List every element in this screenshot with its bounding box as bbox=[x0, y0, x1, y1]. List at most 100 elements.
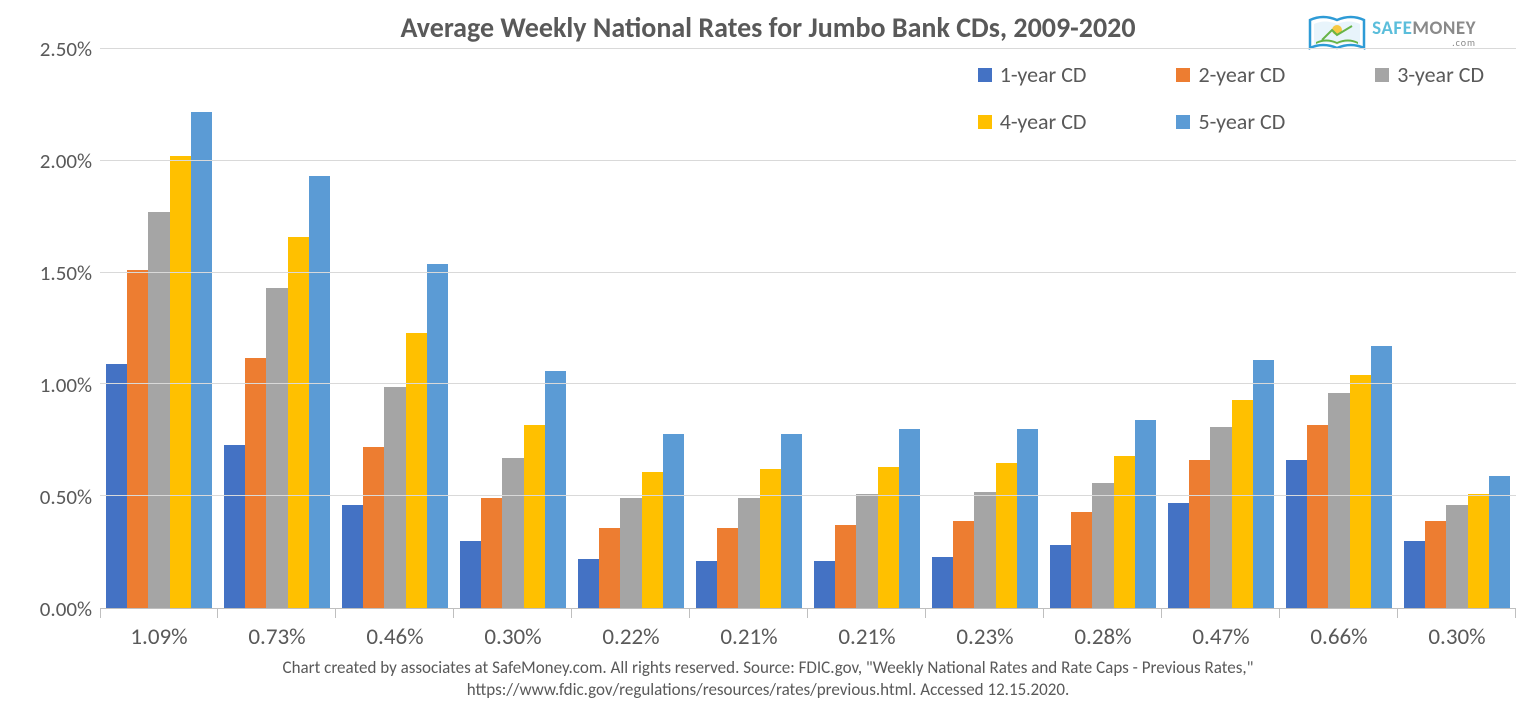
bar bbox=[1092, 483, 1113, 608]
legend-item: 4-year CD bbox=[978, 108, 1087, 135]
tick-mark bbox=[925, 608, 926, 618]
bar bbox=[1189, 460, 1210, 608]
tick-mark bbox=[571, 608, 572, 618]
legend-label: 3-year CD bbox=[1397, 61, 1484, 88]
tick-mark bbox=[1515, 608, 1516, 618]
x-tick-label: 0.30% bbox=[454, 623, 572, 651]
bar bbox=[524, 425, 545, 608]
bar bbox=[717, 528, 738, 608]
bar bbox=[1404, 541, 1425, 608]
bar bbox=[1446, 505, 1467, 608]
bar bbox=[1286, 460, 1307, 608]
bar bbox=[1371, 346, 1392, 608]
legend-swatch bbox=[1176, 68, 1190, 82]
footer-line-2: https://www.fdic.gov/regulations/resourc… bbox=[60, 679, 1476, 701]
bar bbox=[1168, 503, 1189, 608]
x-tick-label: 0.23% bbox=[926, 623, 1044, 651]
legend-label: 2-year CD bbox=[1198, 61, 1285, 88]
bar bbox=[1468, 494, 1489, 608]
bar bbox=[760, 469, 781, 608]
bar-group bbox=[218, 49, 336, 608]
bar bbox=[191, 112, 212, 608]
legend-label: 4-year CD bbox=[1000, 108, 1087, 135]
bar bbox=[309, 176, 330, 608]
bar bbox=[406, 333, 427, 608]
bar bbox=[1135, 420, 1156, 608]
bar bbox=[1210, 427, 1231, 608]
gridline bbox=[100, 48, 1516, 49]
y-tick-label: 0.00% bbox=[40, 596, 92, 622]
plot: 1-year CD 2-year CD 3-year CD 4-year CD 5-ye… bbox=[100, 49, 1516, 609]
bar bbox=[127, 270, 148, 608]
legend-label: 1-year CD bbox=[1000, 61, 1087, 88]
bar bbox=[578, 559, 599, 608]
tick-mark bbox=[1279, 608, 1280, 618]
bar bbox=[481, 498, 502, 608]
legend: 1-year CD 2-year CD 3-year CD 4-year CD 5-ye… bbox=[970, 57, 1492, 139]
tick-mark bbox=[100, 608, 101, 618]
bar bbox=[502, 458, 523, 608]
bar bbox=[1071, 512, 1092, 608]
bar bbox=[781, 434, 802, 608]
legend-label: 5-year CD bbox=[1198, 108, 1285, 135]
legend-item: 1-year CD bbox=[978, 61, 1087, 88]
logo-safe: SAFE bbox=[1372, 17, 1412, 40]
y-tick-label: 2.50% bbox=[40, 36, 92, 62]
chart-container: Average Weekly National Rates for Jumbo … bbox=[0, 0, 1536, 716]
bar-group bbox=[454, 49, 572, 608]
chart-footer: Chart created by associates at SafeMoney… bbox=[20, 657, 1516, 701]
x-tick-label: 0.21% bbox=[690, 623, 808, 651]
bar bbox=[288, 237, 309, 608]
bar bbox=[856, 494, 877, 608]
bar bbox=[1232, 400, 1253, 608]
bar bbox=[1050, 545, 1071, 608]
x-tick-label: 0.46% bbox=[336, 623, 454, 651]
tick-mark bbox=[217, 608, 218, 618]
y-axis: 0.00%0.50%1.00%1.50%2.00%2.50% bbox=[20, 49, 100, 609]
y-tick-label: 0.50% bbox=[40, 484, 92, 510]
bar-group bbox=[336, 49, 454, 608]
legend-swatch bbox=[978, 68, 992, 82]
legend-swatch bbox=[1375, 68, 1389, 82]
bar bbox=[620, 498, 641, 608]
bar bbox=[996, 463, 1017, 608]
plot-area: 0.00%0.50%1.00%1.50%2.00%2.50% 1-year CD… bbox=[20, 49, 1516, 609]
legend-item: 3-year CD bbox=[1375, 61, 1484, 88]
bar bbox=[460, 541, 481, 608]
bar bbox=[696, 561, 717, 608]
bar bbox=[224, 445, 245, 608]
x-tick-label: 1.09% bbox=[100, 623, 218, 651]
legend-swatch bbox=[1176, 115, 1190, 129]
gridline bbox=[100, 160, 1516, 161]
bar bbox=[1017, 429, 1038, 608]
bar bbox=[974, 492, 995, 608]
gridline bbox=[100, 383, 1516, 384]
bar-group bbox=[572, 49, 690, 608]
bar bbox=[814, 561, 835, 608]
bar bbox=[835, 525, 856, 608]
gridline bbox=[100, 272, 1516, 273]
bar bbox=[663, 434, 684, 608]
bar bbox=[1114, 456, 1135, 608]
x-tick-label: 0.47% bbox=[1162, 623, 1280, 651]
logo-com: .com bbox=[1372, 38, 1476, 48]
tick-mark bbox=[335, 608, 336, 618]
bar bbox=[1253, 360, 1274, 608]
legend-item: 2-year CD bbox=[1176, 61, 1285, 88]
bar bbox=[266, 288, 287, 608]
x-axis-labels: 1.09%0.73%0.46%0.30%0.22%0.21%0.21%0.23%… bbox=[100, 623, 1516, 651]
bar bbox=[932, 557, 953, 608]
bar-group bbox=[100, 49, 218, 608]
x-tick-label: 0.21% bbox=[808, 623, 926, 651]
bar bbox=[1350, 375, 1371, 608]
x-tick-label: 0.73% bbox=[218, 623, 336, 651]
chart-title: Average Weekly National Rates for Jumbo … bbox=[20, 10, 1516, 45]
bar bbox=[363, 447, 384, 608]
x-tick-label: 0.66% bbox=[1280, 623, 1398, 651]
bar bbox=[545, 371, 566, 608]
bar bbox=[642, 472, 663, 608]
bar bbox=[427, 264, 448, 608]
bar bbox=[245, 358, 266, 608]
x-tick-label: 0.28% bbox=[1044, 623, 1162, 651]
bar bbox=[1425, 521, 1446, 608]
